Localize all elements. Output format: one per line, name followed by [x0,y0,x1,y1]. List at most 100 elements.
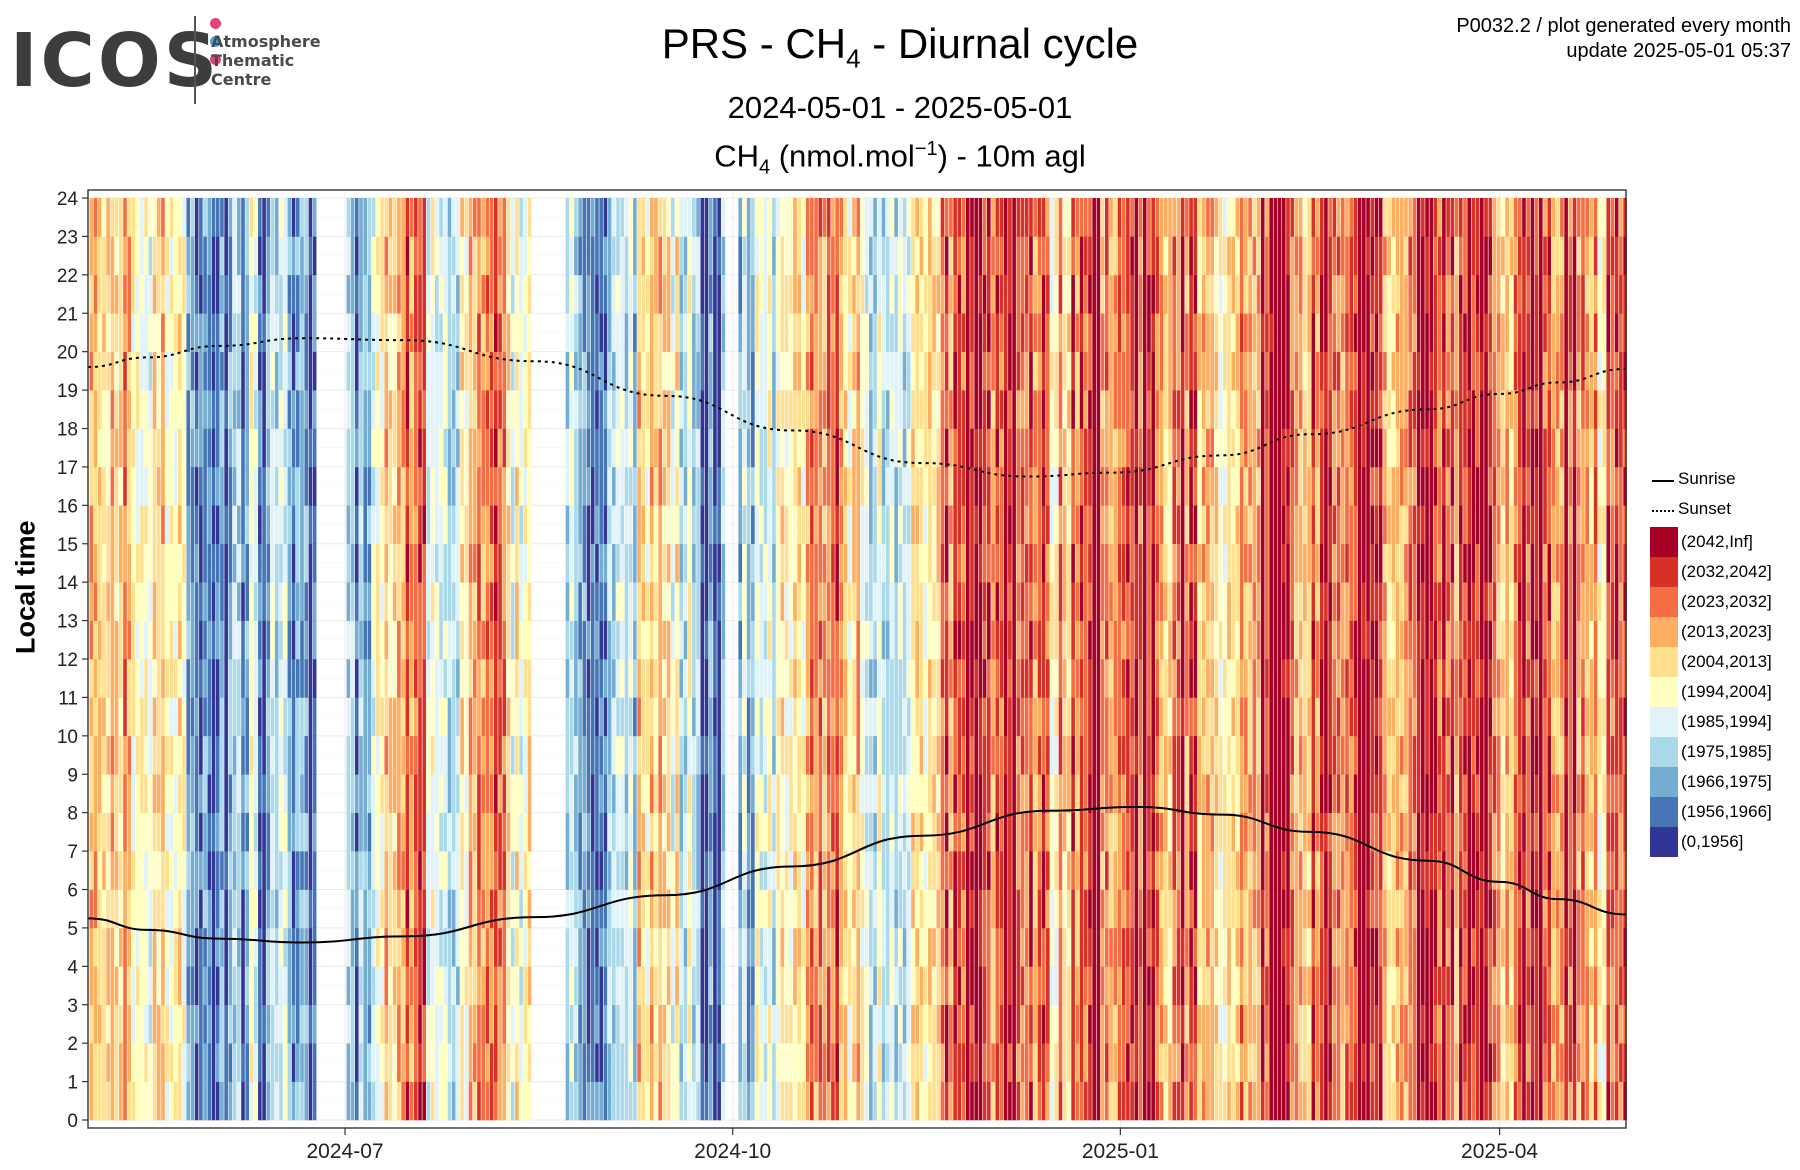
heatmap-cell [397,236,401,276]
heatmap-cell [595,351,599,391]
heatmap-cell [784,812,789,852]
heatmap-cell [515,851,519,890]
heatmap-cell [700,1043,705,1082]
heatmap-cell [721,697,726,737]
heatmap-cell [894,851,898,890]
heatmap-cell [818,390,823,429]
heatmap-cell [662,505,667,545]
heatmap-cell [839,1081,844,1121]
heatmap-cell [245,274,250,314]
heatmap-cell [999,274,1004,314]
heatmap-cell [881,582,886,621]
heatmap-cell [645,543,650,583]
heatmap-cell [199,1043,203,1082]
heatmap-cell [287,390,292,429]
heatmap-cell [241,505,245,545]
heatmap-cell [392,1043,397,1082]
heatmap-cell [814,851,818,890]
heatmap-cell [224,198,228,237]
heatmap-cell [224,735,228,775]
heatmap-cell [220,1081,224,1121]
heatmap-cell [565,505,570,545]
heatmap-cell [852,1004,856,1044]
heatmap-cell [810,851,814,890]
heatmap-cell [637,428,641,468]
heatmap-cell [203,1004,207,1044]
heatmap-cell [384,620,389,660]
heatmap-cell [928,735,932,775]
heatmap-cell [873,1004,877,1044]
heatmap-cell [203,735,207,775]
heatmap-cell [843,313,848,352]
chart-title: PRS - CH4 - Diurnal cycle [0,20,1800,74]
heatmap-cell [165,505,169,545]
heatmap-cell [751,620,755,660]
heatmap-cell [380,774,384,813]
heatmap-cell [831,889,835,929]
heatmap-cell [182,466,186,506]
heatmap-cell [843,927,848,967]
heatmap-cell [692,927,696,967]
heatmap-cell [717,1081,721,1121]
heatmap-cell [628,620,633,660]
heatmap-cell [864,1043,869,1082]
heatmap-cell [169,1081,174,1121]
heatmap-cell [485,505,490,545]
heatmap-cell [641,351,646,391]
heatmap-cell [397,428,401,468]
heatmap-cell [388,851,393,890]
heatmap-cell [696,927,700,967]
heatmap-cell [574,1081,578,1121]
meta-update: update 2025-05-01 05:37 [1566,40,1791,62]
heatmap-cell [965,390,970,429]
heatmap-cell [696,1081,700,1121]
heatmap-cell [186,1004,191,1044]
heatmap-cell [190,428,195,468]
heatmap-cell [312,1043,317,1082]
heatmap-cell [392,851,397,890]
heatmap-cell [468,966,473,1006]
heatmap-cell [767,659,772,698]
heatmap-cell [350,620,355,660]
heatmap-cell [679,351,684,391]
heatmap-cell [114,390,119,429]
heatmap-cell [215,236,220,276]
heatmap-cell [123,620,127,660]
heatmap-cell [262,851,266,890]
heatmap-cell [380,543,384,583]
heatmap-cell [578,966,582,1006]
heatmap-cell [700,851,705,890]
heatmap-cell [586,1043,591,1082]
heatmap-cell [890,198,894,237]
heatmap-cell [784,659,789,698]
heatmap-cell [1003,313,1008,352]
heatmap-cell [359,351,363,391]
heatmap-cell [405,505,410,545]
heatmap-cell [207,198,212,237]
heatmap-cell [249,697,254,737]
heatmap-cell [472,390,477,429]
heatmap-cell [763,774,768,813]
heatmap-cell [287,351,292,391]
heatmap-cell [911,466,915,506]
heatmap-cell [843,1004,848,1044]
heatmap-cell [114,1043,119,1082]
heatmap-cell [978,697,983,737]
heatmap-cell [662,697,667,737]
heatmap-cell [215,697,220,737]
heatmap-cell [426,466,431,506]
heatmap-cell [409,659,414,698]
heatmap-cell [843,1081,848,1121]
heatmap-cell [384,966,389,1006]
heatmap-cell [831,1004,835,1044]
heatmap-cell [932,659,936,698]
heatmap-cell [236,927,241,967]
heatmap-cell [898,697,903,737]
heatmap-cell [346,351,351,391]
heatmap-cell [515,620,519,660]
heatmap-cell [826,620,831,660]
heatmap-cell [788,927,793,967]
heatmap-cell [847,428,852,468]
heatmap-cell [190,390,195,429]
heatmap-cell [93,1004,98,1044]
